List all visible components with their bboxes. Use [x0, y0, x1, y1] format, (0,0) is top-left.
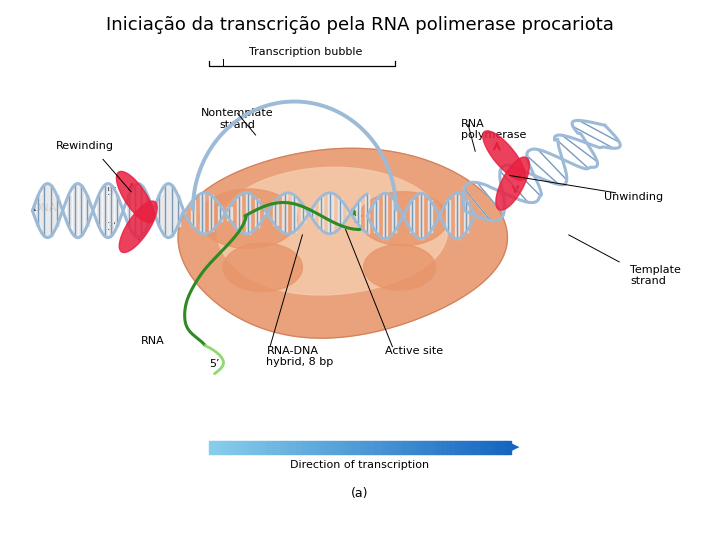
Text: 3’: 3’ [107, 222, 117, 232]
Text: (a): (a) [351, 487, 369, 500]
Text: Direction of transcription: Direction of transcription [290, 460, 430, 470]
Polygon shape [536, 148, 568, 181]
Polygon shape [199, 189, 297, 248]
Polygon shape [463, 209, 466, 212]
Polygon shape [560, 134, 599, 163]
Polygon shape [561, 158, 564, 160]
Text: Nontemplate
strand: Nontemplate strand [202, 108, 274, 130]
Polygon shape [585, 142, 588, 144]
Polygon shape [510, 165, 541, 197]
Text: RNA
polymerase: RNA polymerase [461, 119, 526, 140]
Polygon shape [571, 126, 616, 149]
Polygon shape [555, 138, 590, 170]
Polygon shape [217, 167, 447, 295]
Polygon shape [526, 154, 560, 186]
Polygon shape [533, 174, 536, 177]
Text: RNA: RNA [140, 336, 164, 346]
Text: Rewinding: Rewinding [56, 141, 114, 151]
Polygon shape [476, 181, 505, 216]
Text: 3’: 3’ [353, 215, 364, 225]
Text: DNA: DNA [32, 203, 57, 213]
Polygon shape [120, 201, 157, 253]
Text: 5’: 5’ [107, 187, 117, 197]
Text: Template
strand: Template strand [630, 265, 681, 286]
Polygon shape [223, 243, 302, 292]
Text: Unwinding: Unwinding [604, 192, 663, 202]
Polygon shape [463, 187, 492, 222]
Polygon shape [501, 191, 504, 194]
Polygon shape [364, 245, 436, 290]
Polygon shape [483, 131, 525, 180]
Polygon shape [117, 171, 154, 223]
Polygon shape [577, 119, 621, 143]
Polygon shape [603, 124, 606, 126]
Polygon shape [496, 157, 529, 210]
Text: Active site: Active site [385, 346, 444, 356]
Text: 5’: 5’ [210, 359, 220, 369]
Polygon shape [499, 170, 529, 204]
Text: Iniciação da transcrição pela RNA polimerase procariota: Iniciação da transcrição pela RNA polime… [106, 16, 614, 34]
Polygon shape [178, 148, 508, 338]
Text: Transcription bubble: Transcription bubble [249, 46, 363, 57]
Polygon shape [359, 192, 448, 246]
Text: RNA-DNA
hybrid, 8 bp: RNA-DNA hybrid, 8 bp [266, 346, 333, 367]
